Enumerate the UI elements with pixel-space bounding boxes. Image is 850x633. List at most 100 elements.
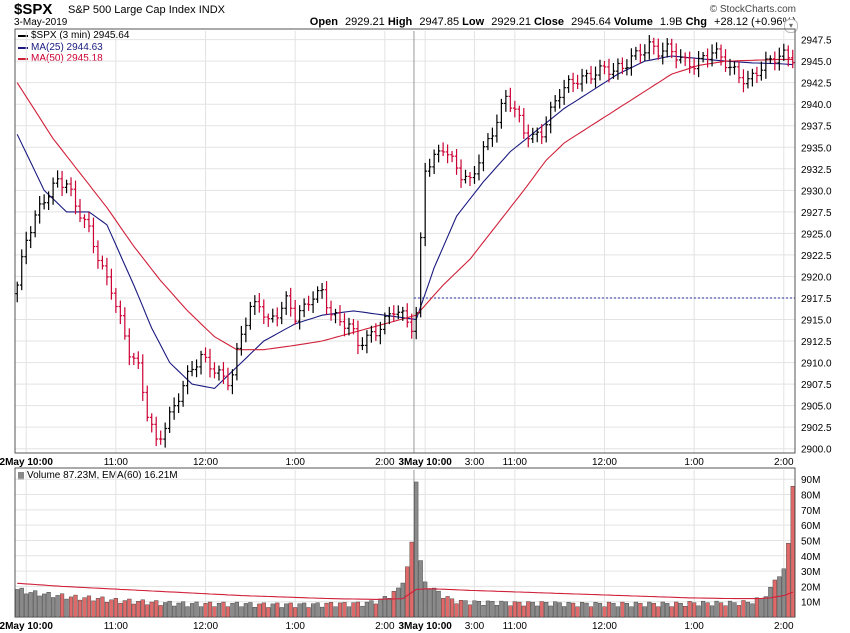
volume-bar	[701, 600, 706, 618]
volume-bar	[615, 606, 621, 618]
ohlc-bar	[212, 362, 217, 379]
volume-gridlines	[15, 470, 795, 617]
volume-value: 1.9B	[659, 16, 683, 28]
price-x-tick-label: 1:00	[684, 457, 704, 468]
price-tick-label: 2925.0	[801, 229, 832, 240]
ohlc-bar	[136, 351, 141, 370]
volume-bar	[15, 589, 20, 618]
ohlc-bar	[190, 360, 194, 377]
volume-bar	[692, 602, 697, 618]
volume-bar	[248, 602, 253, 618]
legend-ma50-text: MA(50) 2945.18	[31, 53, 103, 64]
volume-bar	[239, 606, 244, 618]
volume-bar	[95, 598, 101, 618]
price-tick-label: 2942.5	[801, 79, 832, 90]
price-tick-label: 2935.0	[801, 143, 832, 154]
price-bars	[15, 35, 795, 448]
volume-bar	[302, 602, 307, 618]
ohlc-bar	[701, 51, 705, 63]
volume-bar	[485, 600, 491, 618]
volume-bar	[732, 602, 737, 618]
ohlc-bar	[239, 325, 244, 356]
ohlc-bar	[629, 48, 634, 76]
ohlc-bar	[360, 337, 365, 351]
volume-bar	[355, 601, 361, 618]
volume-bar	[499, 600, 504, 618]
ohlc-bar	[324, 281, 329, 315]
volume-bar	[122, 600, 127, 618]
volume-bar	[266, 607, 271, 618]
price-tick-label: 2930.0	[801, 186, 832, 197]
ohlc-bar	[625, 59, 629, 76]
volume-bar	[651, 603, 656, 618]
volume-bar	[790, 486, 795, 618]
price-tick-label: 2940.0	[801, 100, 832, 111]
ohlc-bar	[678, 49, 683, 64]
ohlc-bar	[140, 354, 145, 401]
volume-bar	[624, 603, 629, 618]
price-x-tick-label: 11:00	[104, 457, 129, 468]
ohlc-bar	[149, 413, 154, 433]
volume-bar	[490, 601, 495, 618]
chart-menu-icon[interactable]: ▾	[784, 19, 798, 33]
ohlc-bar	[656, 38, 661, 60]
ohlc-bar	[481, 141, 486, 172]
volume-tick-label: 20M	[801, 582, 820, 593]
ohlc-bar	[185, 365, 190, 395]
ohlc-bar	[472, 166, 477, 184]
volume-bar	[198, 606, 204, 618]
ohlc-bar	[19, 249, 24, 291]
ohlc-bar	[383, 312, 387, 335]
ohlc-bar	[687, 51, 692, 74]
ohlc-bar	[123, 307, 127, 340]
volume-bar	[136, 601, 141, 618]
volume-bar	[346, 606, 352, 618]
volume-bar	[337, 602, 343, 618]
volume-bar	[212, 606, 217, 618]
volume-bar	[566, 602, 571, 618]
volume-x-tick-label: 2:00	[375, 621, 395, 632]
volume-bar	[714, 600, 719, 618]
ohlc-bar	[683, 52, 687, 67]
ma25-swatch	[18, 46, 28, 49]
ohlc-bar	[163, 422, 167, 448]
ohlc-bar	[311, 291, 315, 314]
volume-bar	[324, 602, 329, 618]
legend-volume: Volume 87.23M, EMA(60) 16.21M	[18, 470, 178, 481]
ohlc-bar	[660, 42, 665, 65]
price-gridlines	[15, 31, 795, 453]
chart-date: 3-May-2019	[14, 17, 68, 28]
ohlc-bar	[24, 231, 29, 265]
price-tick-label: 2905.0	[801, 402, 832, 413]
volume-bar	[55, 595, 60, 618]
ohlc-bar	[414, 306, 419, 340]
legend-price: $SPX (3 min) 2945.64	[18, 30, 129, 41]
ohlc-bar	[275, 307, 280, 327]
volume-bar	[467, 604, 473, 618]
ohlc-bar	[499, 98, 504, 129]
volume-bar	[297, 603, 302, 618]
volume-bar	[373, 603, 378, 618]
ohlc-bar	[208, 348, 212, 378]
ohlc-bar	[602, 60, 607, 75]
ohlc-bar	[329, 300, 333, 321]
volume-bar	[656, 606, 661, 618]
ohlc-bar	[732, 61, 737, 75]
legend-ma50: MA(50) 2945.18	[18, 53, 103, 64]
ohlc-bar	[261, 299, 266, 324]
volume-bar	[158, 605, 163, 618]
volume-bar	[553, 601, 558, 618]
volume-bar	[526, 601, 531, 618]
volume-bar	[709, 605, 715, 618]
ohlc-bar	[459, 159, 463, 188]
volume-bar	[194, 601, 199, 618]
chg-value: +28.12 (+0.96%)	[714, 16, 796, 28]
ohlc-bar	[55, 170, 60, 188]
volume-bar	[427, 588, 432, 618]
volume-bar	[530, 601, 535, 618]
ohlc-bar	[253, 295, 257, 316]
price-x-tick-label: 2May 10:00	[0, 457, 53, 468]
volume-x-tick-label: 12:00	[193, 621, 218, 632]
volume-bar	[284, 603, 289, 618]
